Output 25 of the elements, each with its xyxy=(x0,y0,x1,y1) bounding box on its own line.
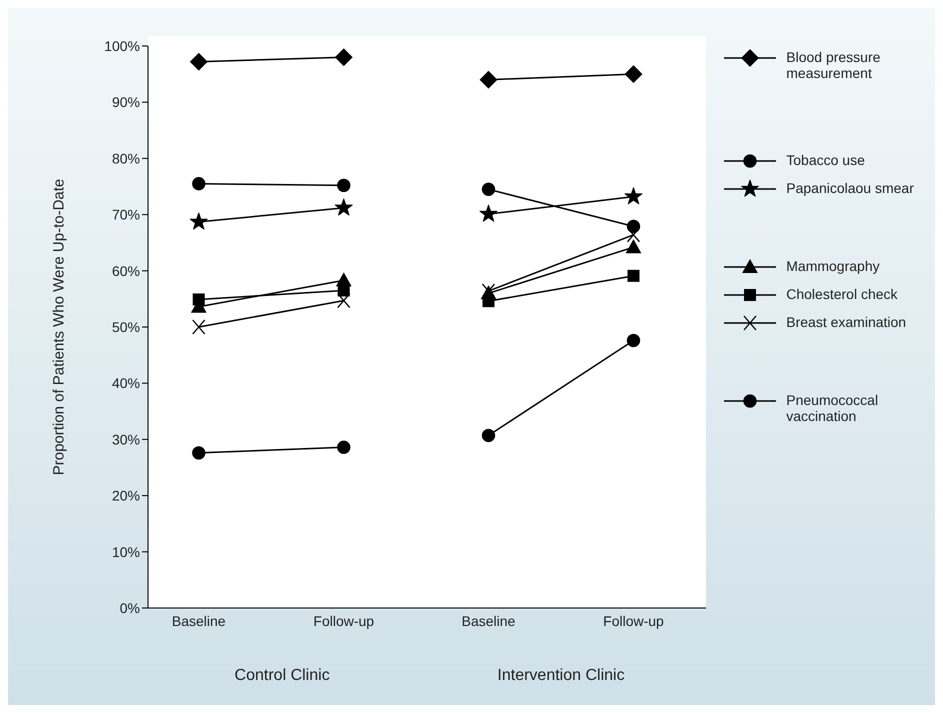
x-tick-label: Follow-up xyxy=(603,612,664,629)
legend-label: Breast examination xyxy=(786,314,906,330)
y-axis-title: Proportion of Patients Who Were Up-to-Date xyxy=(50,178,68,476)
x-tick-label: Baseline xyxy=(172,612,226,629)
x-axis-title: Intervention Clinic xyxy=(498,667,625,684)
legend-label: Cholesterol check xyxy=(786,286,898,302)
legend-label: Mammography xyxy=(786,258,880,274)
y-tick-label: 60% xyxy=(112,262,140,279)
legend-label: Blood pressure measurement xyxy=(786,49,882,81)
y-tick-label: 70% xyxy=(112,206,140,223)
legend-label: Papanicolaou smear xyxy=(786,180,914,196)
y-tick-label: 80% xyxy=(112,150,140,166)
x-tick-label: Follow-up xyxy=(313,612,374,629)
y-tick-label: 90% xyxy=(112,94,140,110)
y-tick-label: 100% xyxy=(104,38,140,54)
x-tick-label: Baseline xyxy=(462,612,516,629)
legend-label: Pneumococcal vaccination xyxy=(786,392,880,424)
y-tick-label: 40% xyxy=(112,375,140,392)
y-tick-label: 10% xyxy=(112,544,140,560)
x-axis-title: Control Clinic xyxy=(234,667,330,684)
y-tick-label: 0% xyxy=(120,600,140,616)
y-tick-label: 50% xyxy=(112,318,140,335)
y-tick-label: 20% xyxy=(112,488,140,504)
y-tick-label: 30% xyxy=(112,431,140,448)
legend-label: Tobacco use xyxy=(786,152,865,168)
